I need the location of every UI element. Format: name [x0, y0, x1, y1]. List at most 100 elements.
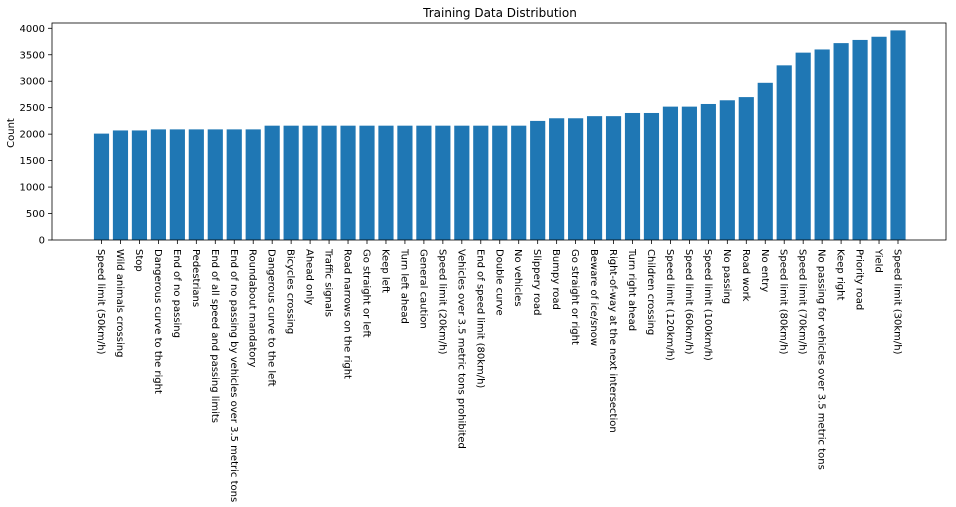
- x-tick-label: Bumpy road: [550, 249, 561, 310]
- x-tick-label: Traffic signals: [323, 248, 334, 317]
- bar: [757, 82, 773, 241]
- y-tick-label: 0: [39, 236, 45, 247]
- bar: [378, 125, 394, 240]
- x-axis-ticks: Speed limit (50km/h) Wild animals crossin…: [95, 240, 903, 502]
- bar: [340, 125, 356, 240]
- bar: [511, 125, 527, 240]
- bar: [321, 125, 337, 240]
- x-tick-label: Beware of ice/snow: [588, 249, 599, 346]
- x-tick-label: No passing: [721, 249, 732, 304]
- x-tick-label: Stop: [133, 249, 144, 272]
- bar: [605, 116, 622, 240]
- x-tick-label: Roundabout mandatory: [247, 249, 258, 368]
- x-tick-label: End of all speed and passing limits: [209, 249, 220, 423]
- bar: [226, 129, 242, 240]
- y-axis-ticks: 0 500 1000 1500 2000 2500 3000 3500 4000: [20, 24, 52, 247]
- x-tick-label: General caution: [417, 249, 428, 329]
- bars: [93, 30, 906, 241]
- bar: [852, 39, 868, 240]
- y-tick-label: 2500: [20, 103, 45, 114]
- bar: [568, 118, 584, 240]
- bar: [624, 112, 641, 240]
- bar: [207, 129, 223, 240]
- x-tick-label: Dangerous curve to the left: [266, 249, 277, 387]
- bar: [264, 125, 280, 240]
- x-tick-label: End of no passing: [171, 249, 182, 338]
- x-tick-label: Go straight or left: [361, 249, 372, 338]
- x-tick-label: Road narrows on the right: [342, 249, 353, 379]
- y-axis-label: Count: [6, 118, 17, 148]
- chart-title: Training Data Distribution: [422, 6, 577, 20]
- x-tick-label: Priority road: [854, 249, 865, 310]
- y-tick-label: 1500: [20, 156, 45, 167]
- x-tick-label: No entry: [759, 249, 770, 292]
- bar: [814, 49, 830, 241]
- x-tick-label: Yield: [873, 248, 884, 273]
- x-tick-label: Speed limit (60km/h): [683, 249, 694, 355]
- x-tick-label: Keep right: [835, 249, 846, 300]
- bar: [549, 118, 565, 240]
- bar: [302, 125, 318, 240]
- x-tick-label: Ahead only: [304, 249, 315, 305]
- x-tick-label: Speed limit (120km/h): [664, 249, 675, 361]
- y-tick-label: 1000: [20, 183, 45, 194]
- x-tick-label: Speed limit (80km/h): [778, 249, 789, 355]
- x-tick-label: Speed limit (50km/h): [95, 249, 106, 355]
- bar: [530, 120, 546, 240]
- x-tick-label: Vehicles over 3.5 metric tons prohibited: [455, 249, 466, 449]
- bar: [283, 125, 299, 240]
- y-tick-label: 3000: [20, 77, 45, 88]
- bar: [150, 129, 166, 240]
- bar: [681, 106, 697, 240]
- x-tick-label: Pedestrians: [190, 249, 201, 307]
- y-tick-label: 4000: [20, 24, 45, 35]
- bar: [131, 130, 148, 240]
- x-tick-label: End of no passing by vehicles over 3.5 m…: [228, 249, 239, 502]
- x-tick-label: Speed limit (30km/h): [892, 249, 903, 355]
- bar: [359, 125, 375, 240]
- x-tick-label: Speed limit (100km/h): [702, 249, 713, 361]
- bar: [188, 129, 204, 240]
- bar: [871, 36, 887, 241]
- x-tick-label: Double curve: [493, 249, 504, 316]
- x-tick-label: Right-of-way at the next intersection: [607, 249, 618, 433]
- x-tick-label: Go straight or right: [569, 249, 580, 345]
- bar: [245, 129, 261, 240]
- bar: [795, 52, 811, 240]
- x-tick-label: Speed limit (70km/h): [797, 249, 808, 355]
- bar: [397, 125, 413, 240]
- x-tick-label: Speed limit (20km/h): [436, 249, 447, 355]
- bar: [586, 116, 603, 240]
- bar: [492, 125, 508, 240]
- bar: [416, 125, 432, 240]
- x-tick-label: Dangerous curve to the right: [152, 249, 163, 394]
- bar: [833, 43, 849, 240]
- bar: [700, 103, 716, 240]
- y-tick-label: 500: [26, 209, 45, 220]
- bar: [776, 65, 792, 240]
- plot-frame: [51, 22, 947, 241]
- bar: [662, 106, 679, 240]
- bar: [435, 125, 451, 240]
- bar: [719, 100, 735, 241]
- x-tick-label: Slippery road: [531, 249, 542, 315]
- bar: [169, 129, 185, 240]
- x-tick-label: Road work: [740, 249, 751, 302]
- bar: [112, 130, 129, 240]
- bar: [643, 112, 660, 240]
- y-tick-label: 3500: [20, 50, 45, 61]
- x-tick-label: Turn right ahead: [626, 248, 637, 331]
- bar: [738, 97, 754, 240]
- bar: [93, 133, 110, 240]
- y-tick-label: 2000: [20, 130, 45, 141]
- x-tick-label: Keep left: [379, 249, 390, 293]
- bar: [473, 125, 489, 240]
- x-tick-label: Wild animals crossing: [114, 249, 125, 357]
- bar: [454, 125, 470, 240]
- x-tick-label: Turn left ahead: [398, 248, 409, 324]
- x-tick-label: No vehicles: [512, 249, 523, 307]
- x-tick-label: No passing for vehicles over 3.5 metric …: [816, 249, 827, 470]
- bar: [890, 30, 906, 240]
- x-tick-label: Children crossing: [645, 249, 656, 335]
